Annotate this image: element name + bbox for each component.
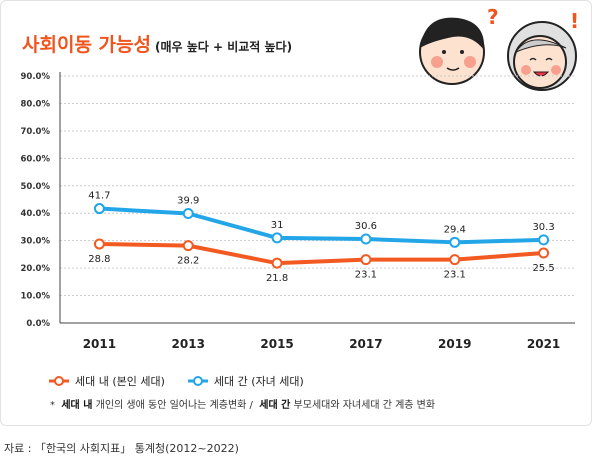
chart-subtitle: (매우 높다 + 비교적 높다) (154, 40, 293, 54)
chart-title: 사회이동 가능성 (22, 34, 151, 56)
legend-label: 세대 간 (자녀 세대) (213, 375, 304, 388)
y-tick-label: 20.0% (21, 264, 51, 274)
point (449, 236, 461, 248)
series-line (99, 241, 544, 266)
data-label: 31 (271, 220, 284, 231)
x-tick-label: 2021 (527, 337, 560, 351)
x-tick-label: 2011 (83, 337, 116, 351)
data-label: 21.8 (266, 273, 288, 284)
point (360, 254, 372, 266)
data-label: 23.1 (444, 270, 466, 281)
x-tick-label: 2015 (260, 337, 293, 351)
point (360, 233, 372, 245)
point (271, 232, 283, 244)
y-tick-label: 30.0% (21, 237, 51, 247)
y-tick-label: 10.0% (21, 292, 51, 302)
note-term: 세대 내 (61, 400, 93, 411)
point (538, 234, 550, 246)
point (93, 238, 105, 250)
x-tick-label: 2017 (349, 337, 382, 351)
legend-item: 세대 내 (본인 세대) (48, 373, 165, 389)
y-tick-label: 60.0% (21, 154, 51, 164)
data-label: 28.2 (177, 256, 199, 267)
point (538, 247, 550, 259)
y-tick-label: 90.0% (21, 72, 51, 82)
legend-label: 세대 내 (본인 세대) (75, 375, 165, 388)
note-text: 개인의 생애 동안 일어나는 계층변화 / (95, 400, 253, 411)
legend: 세대 내 (본인 세대) 세대 간 (자녀 세대) (48, 373, 304, 389)
svg-text:!: ! (570, 9, 579, 33)
point (182, 240, 194, 252)
svg-text:?: ? (487, 5, 499, 29)
data-label: 41.7 (88, 191, 110, 202)
legend-item: 세대 간 (자녀 세대) (187, 373, 304, 389)
data-label: 30.3 (532, 222, 554, 233)
footnote: * 세대 내 개인의 생애 동안 일어나는 계층변화 / 세대 간 부모세대와 … (50, 396, 435, 411)
x-tick-label: 2019 (438, 337, 471, 351)
y-tick-label: 80.0% (21, 99, 51, 109)
y-tick-label: 50.0% (21, 182, 51, 192)
legend-icon (187, 376, 208, 386)
point (449, 254, 461, 266)
note-marker: * (50, 400, 55, 411)
data-label: 29.4 (444, 224, 466, 235)
note-text: 부모세대와 자녀세대 간 계층 변화 (293, 400, 436, 411)
y-tick-label: 70.0% (21, 127, 51, 137)
title-block: 사회이동 가능성 (매우 높다 + 비교적 높다) (22, 30, 292, 57)
data-label: 23.1 (355, 270, 377, 281)
x-tick-label: 2013 (172, 337, 205, 351)
source: 자료 : 「한국의 사회지표」 통계청(2012~2022) (4, 442, 239, 455)
data-label: 30.6 (355, 221, 377, 232)
data-label: 25.5 (532, 263, 554, 274)
series-line (99, 206, 544, 245)
point (271, 257, 283, 269)
data-label: 39.9 (177, 195, 199, 206)
legend-icon (49, 376, 69, 386)
y-tick-label: 0.0% (26, 319, 50, 329)
point (182, 207, 194, 219)
data-label: 28.8 (88, 254, 110, 265)
point (93, 203, 105, 215)
illustration: ? ! (419, 5, 579, 91)
y-tick-label: 40.0% (21, 209, 51, 219)
chart: ? ! 0.0% 10.0% 20.0% 30.0% 40.0% 50.0% 60.0% 70… (21, 5, 580, 351)
note-term: 세대 간 (259, 400, 291, 411)
